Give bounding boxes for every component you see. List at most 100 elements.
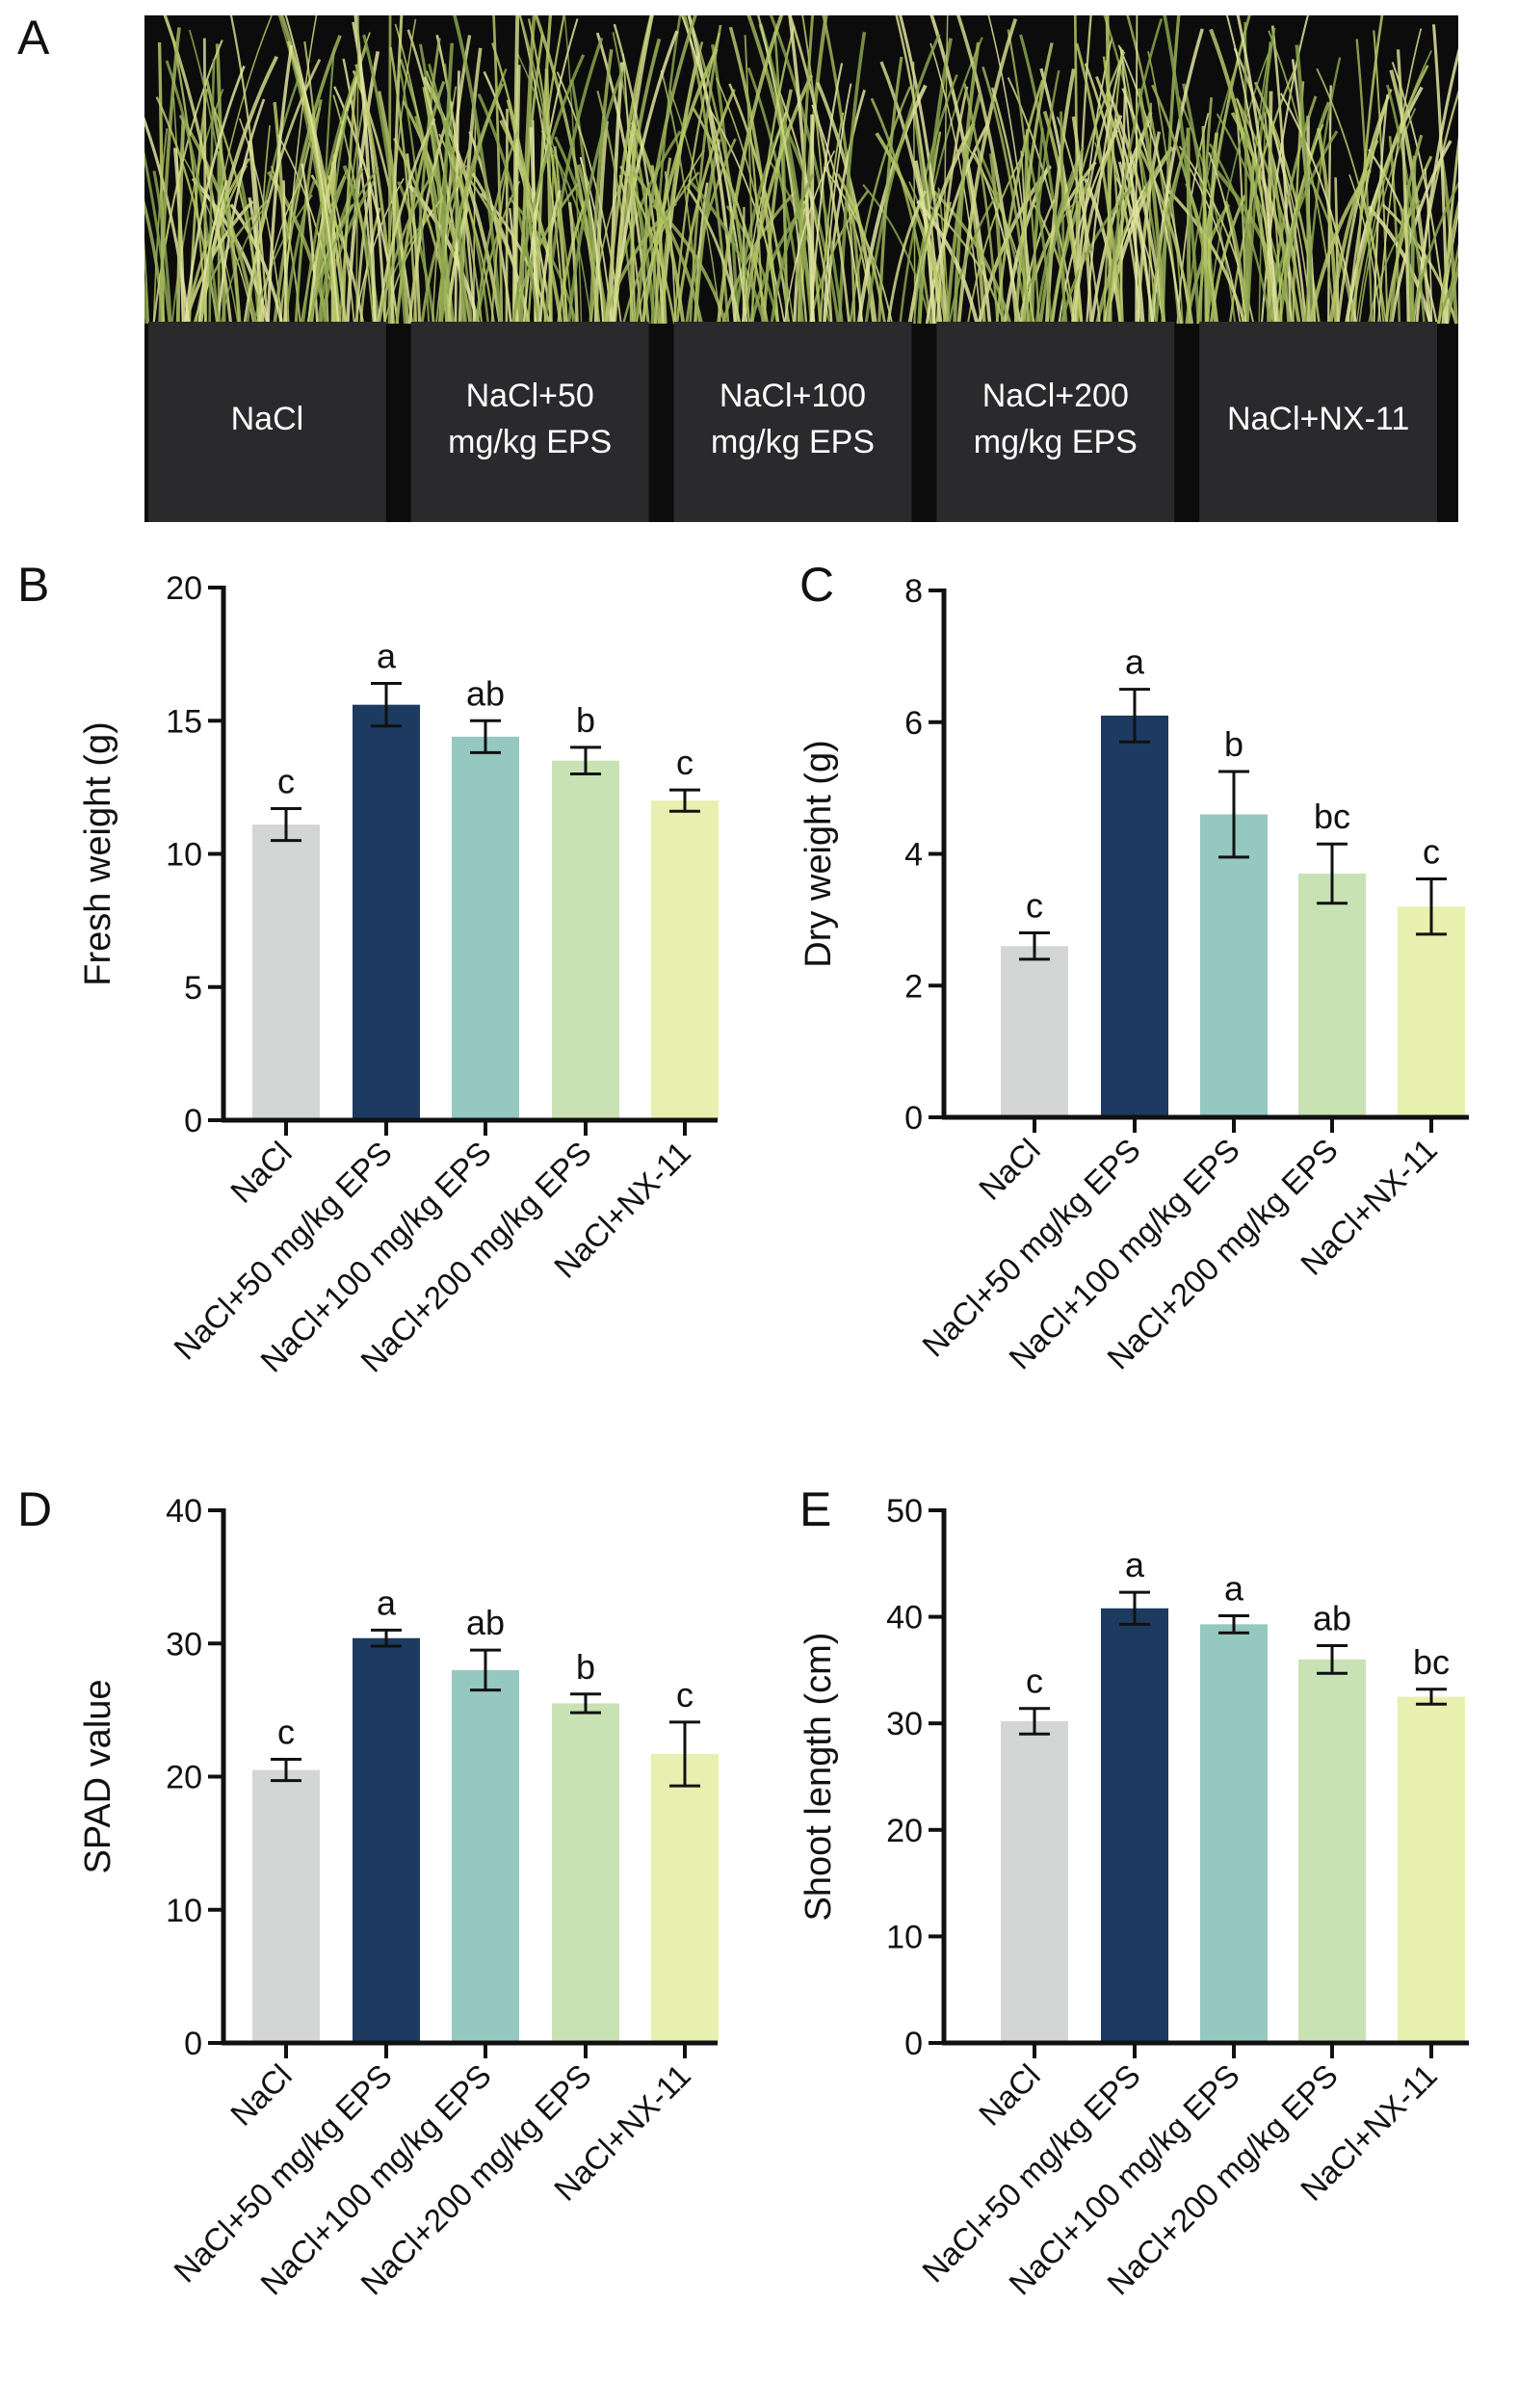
- leaf: [1163, 15, 1201, 325]
- significance-letter: c: [1026, 886, 1043, 926]
- panel-label-e: E: [799, 1482, 832, 1536]
- leaf: [653, 157, 672, 325]
- leaf: [1386, 84, 1426, 325]
- significance-letter: b: [576, 700, 595, 740]
- leaf: [1316, 67, 1388, 325]
- leaf: [188, 29, 240, 325]
- y-tick-label: 20: [886, 1813, 923, 1849]
- leaf: [1151, 84, 1217, 325]
- leaf: [917, 38, 953, 325]
- leaf: [1051, 51, 1126, 325]
- leaf: [198, 55, 279, 325]
- leaf: [641, 48, 719, 325]
- leaf: [1028, 69, 1060, 325]
- leaf: [294, 99, 323, 325]
- leaf: [519, 15, 537, 325]
- leaf: [731, 193, 750, 325]
- y-tick-label: 8: [904, 573, 923, 610]
- leaf: [301, 163, 319, 325]
- leaf: [283, 178, 317, 325]
- leaf: [1442, 136, 1458, 325]
- leaf: [1038, 168, 1079, 325]
- leaf: [406, 29, 466, 325]
- leaf: [258, 180, 301, 325]
- leaf: [956, 18, 1018, 325]
- bar: [353, 704, 420, 1120]
- significance-letter: ab: [466, 1603, 505, 1642]
- leaf: [1334, 177, 1340, 325]
- pot-label: NaCl+100: [720, 378, 866, 414]
- leaf: [414, 115, 449, 325]
- leaf: [1148, 150, 1186, 325]
- leaf: [619, 165, 676, 325]
- leaf: [1205, 132, 1219, 325]
- y-tick-label: 20: [166, 570, 202, 607]
- leaf: [629, 124, 637, 325]
- leaf: [1117, 161, 1145, 325]
- significance-letter: ab: [466, 673, 505, 713]
- leaf: [1295, 44, 1314, 325]
- significance-letter: b: [1224, 724, 1243, 764]
- leaf: [1377, 28, 1423, 325]
- leaf: [527, 18, 568, 325]
- y-tick-label: 0: [184, 1103, 202, 1139]
- leaf: [836, 172, 886, 325]
- y-tick-label: 30: [166, 1626, 202, 1662]
- leaf: [144, 275, 149, 325]
- y-tick-label: 10: [166, 1893, 202, 1929]
- significance-letter: c: [676, 1675, 694, 1714]
- leaf: [589, 49, 614, 325]
- leaf: [438, 133, 496, 325]
- leaf: [1444, 243, 1458, 325]
- leaf: [307, 75, 359, 325]
- leaf: [327, 174, 347, 325]
- leaf: [183, 65, 246, 325]
- leaf: [1273, 123, 1324, 325]
- leaf: [1031, 127, 1044, 325]
- significance-letter: b: [576, 1647, 595, 1687]
- y-tick-label: 0: [184, 2026, 202, 2062]
- leaf: [1373, 94, 1389, 325]
- leaf: [608, 62, 624, 325]
- leaf: [355, 15, 359, 325]
- leaf: [522, 18, 579, 325]
- panel-label-c: C: [799, 558, 835, 612]
- leaf: [1136, 143, 1194, 325]
- leaf: [1260, 15, 1309, 325]
- y-tick-label: 50: [886, 1493, 923, 1530]
- leaf: [267, 170, 329, 325]
- leaf: [273, 35, 342, 325]
- leaf: [1245, 27, 1276, 325]
- leaf: [1279, 92, 1358, 325]
- leaf: [511, 54, 586, 325]
- leaf: [1094, 142, 1123, 325]
- pot: [410, 322, 649, 522]
- leaf: [341, 73, 358, 325]
- leaf: [797, 15, 815, 325]
- leaf: [197, 179, 228, 325]
- bar: [1298, 874, 1366, 1117]
- y-tick-label: 30: [886, 1706, 923, 1742]
- leaf: [377, 118, 436, 325]
- y-tick-label: 2: [904, 968, 923, 1005]
- leaf: [1410, 181, 1458, 325]
- leaf: [155, 96, 219, 325]
- pot-label: mg/kg EPS: [448, 424, 612, 460]
- significance-letter: bc: [1314, 797, 1350, 836]
- y-tick-label: 20: [166, 1760, 202, 1796]
- bar: [552, 760, 619, 1120]
- leaf: [612, 15, 654, 325]
- x-tick-label: NaCl: [223, 2057, 299, 2133]
- y-tick-label: 6: [904, 705, 923, 742]
- leaf: [778, 114, 840, 325]
- pot-label: NaCl+50: [466, 378, 594, 414]
- leaf: [717, 15, 784, 325]
- significance-letter: c: [676, 743, 694, 782]
- leaf: [246, 73, 301, 325]
- leaf: [1328, 139, 1379, 325]
- leaf: [757, 15, 808, 325]
- leaf: [273, 101, 290, 325]
- bar: [1001, 1720, 1068, 2043]
